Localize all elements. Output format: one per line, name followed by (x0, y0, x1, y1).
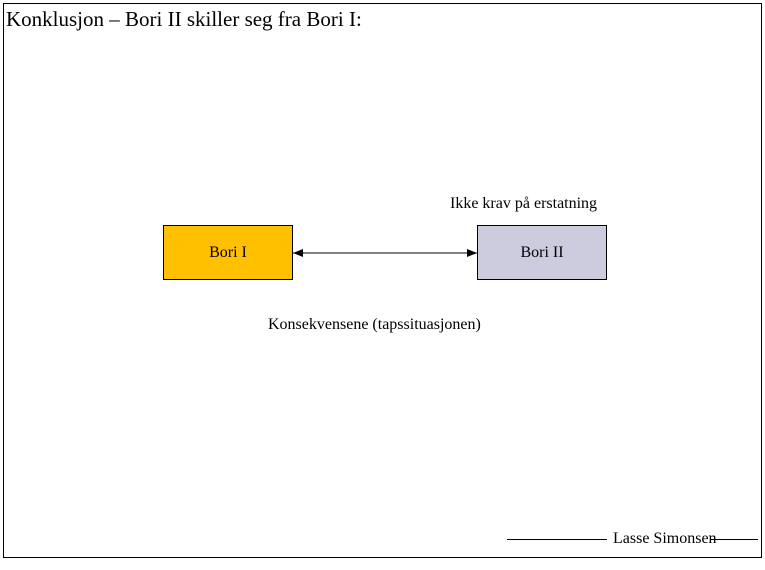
footer-rule-left (507, 539, 607, 540)
double-arrow (281, 247, 489, 259)
box-bori-i: Bori I (163, 225, 293, 280)
annotation-top: Ikke krav på erstatning (450, 195, 597, 213)
box-bori-i-label: Bori I (209, 244, 247, 262)
slide-canvas: Konklusjon – Bori II skiller seg fra Bor… (0, 0, 765, 570)
footer-author: Lasse Simonsen (609, 530, 721, 548)
box-bori-ii-label: Bori II (520, 244, 563, 262)
annotation-bottom: Konsekvensene (tapssituasjonen) (268, 316, 481, 334)
footer-rule-right (710, 539, 758, 540)
box-bori-ii: Bori II (477, 225, 607, 280)
outer-frame (3, 3, 762, 558)
page-title: Konklusjon – Bori II skiller seg fra Bor… (6, 7, 362, 32)
